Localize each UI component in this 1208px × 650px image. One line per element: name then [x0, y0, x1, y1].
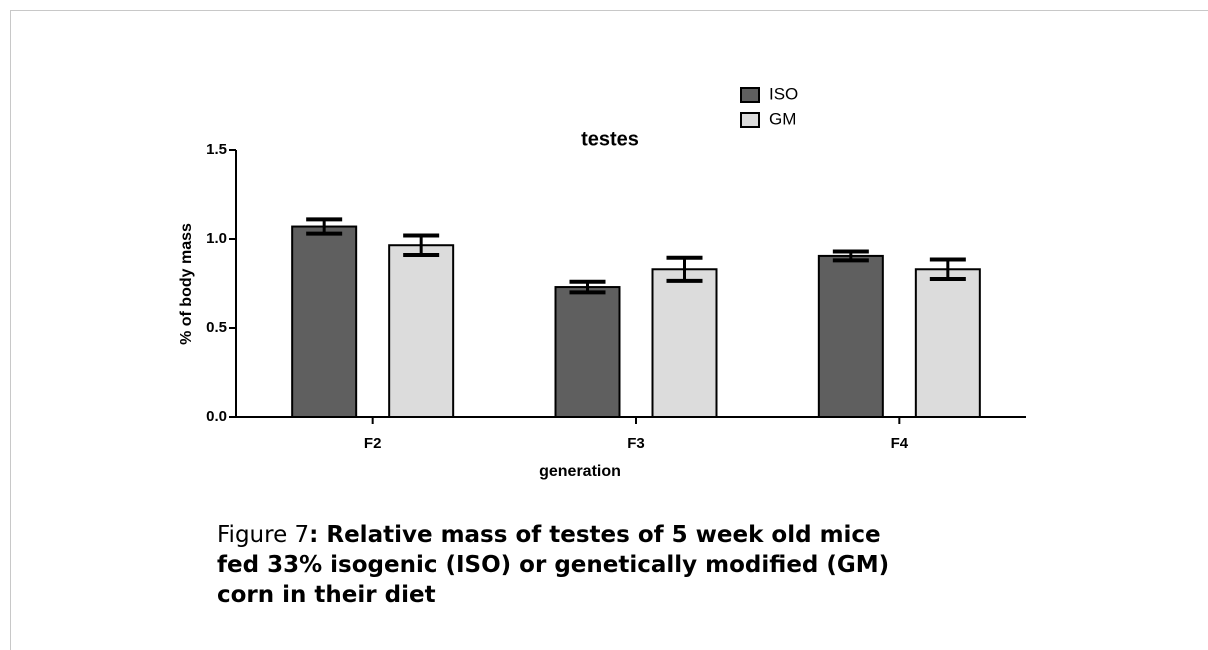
bar	[554, 286, 621, 418]
y-tick-label: 0.5	[206, 319, 227, 336]
legend-label: GM	[769, 109, 796, 128]
x-tick-label: F2	[364, 435, 382, 452]
legend-label: ISO	[769, 84, 798, 103]
y-tick-label: 1.0	[206, 230, 227, 247]
x-axis-label: generation	[539, 463, 621, 480]
bar	[914, 268, 981, 419]
bar	[388, 244, 455, 418]
bar	[291, 225, 358, 418]
caption-text: corn in their diet	[217, 582, 436, 608]
x-tick-label: F4	[891, 435, 909, 452]
y-tick-label: 1.5	[206, 141, 227, 158]
bar	[651, 268, 718, 419]
frame	[10, 10, 1208, 650]
x-tick-label: F3	[627, 435, 645, 452]
bar	[817, 254, 884, 418]
caption-label: Figure 7	[217, 522, 310, 548]
chart-title: testes	[581, 128, 639, 150]
caption-text: : Relative mass of testes of 5 week old …	[309, 522, 881, 548]
chart: testes generation % of body mass 0.0 0.5 1…	[178, 84, 1026, 480]
legend-swatch	[740, 112, 760, 128]
caption-text: fed 33% isogenic (ISO) or genetically mo…	[217, 552, 890, 578]
caption: Figure 7: Relative mass of testes of 5 w…	[217, 520, 889, 610]
y-tick-label: 0.0	[206, 408, 227, 425]
legend-swatch	[740, 87, 760, 103]
y-axis-label: % of body mass	[178, 223, 195, 345]
